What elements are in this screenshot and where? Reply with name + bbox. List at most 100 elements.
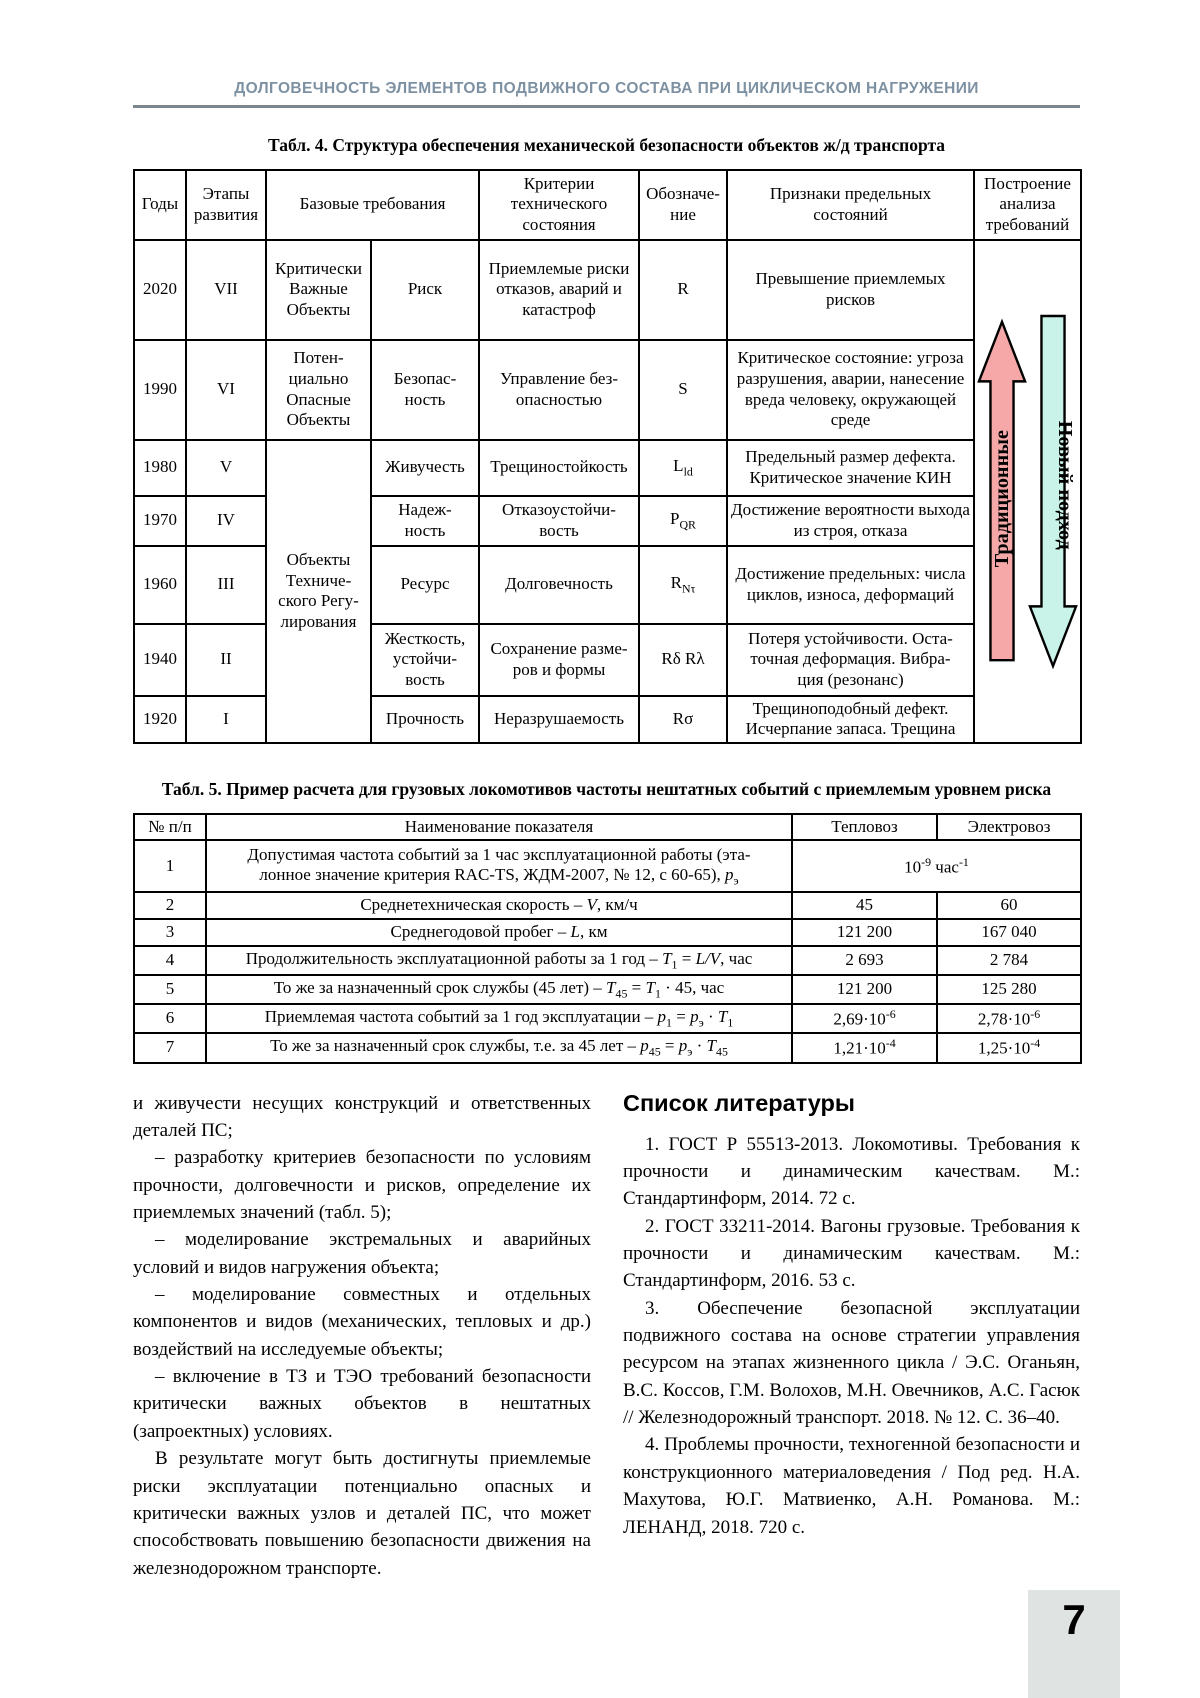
signs-cell: Потеря устойчивости. Оста-точная деформа… [726, 622, 975, 697]
symbol-cell: Rδ Rλ [638, 622, 728, 697]
table5-row: 2 Среднетехническая скорость – V, км/ч 4… [133, 891, 1082, 921]
table4-header-analysis: Построение анализа требований [973, 168, 1082, 241]
table5-header-name: Наименование показателя [205, 812, 793, 842]
indicator-name-cell: Приемлемая частота событий за 1 год эксп… [205, 1002, 793, 1035]
table4-row-1980: 1980 V Объекты Техниче-ского Регу-лирован… [133, 438, 1081, 745]
indicator-name-cell: Среднетехническая скорость – V, км/ч [205, 891, 793, 921]
table5-header-row: № п/п Наименование показателя Тепловоз Э… [133, 812, 1082, 842]
requirement-cell: Ресурс [370, 544, 480, 625]
stage-cell: IV [185, 494, 267, 547]
criterion-cell: Управление без-опасностью [478, 338, 640, 441]
requirement-cell: Прочность [370, 694, 480, 745]
year-cell: 2020 [133, 238, 187, 341]
electric-value-cell: 167 040 [936, 918, 1082, 947]
indicator-name-cell: Допустимая частота событий за 1 час эксп… [205, 839, 793, 894]
row-num-cell: 1 [133, 839, 207, 894]
symbol-cell: Rσ [638, 694, 728, 745]
criterion-cell: Приемлемые риски отказов, аварий и катас… [478, 238, 640, 341]
requirement-cell: Живучесть [370, 438, 480, 497]
stage-cell: I [185, 694, 267, 745]
row-num-cell: 3 [133, 918, 207, 947]
stage-cell: III [185, 544, 267, 625]
symbol-cell: R [638, 238, 728, 341]
arrows-wrap: Традиционные Новый подход [975, 307, 1080, 675]
diesel-value-cell: 1,21·10-4 [791, 1032, 938, 1064]
signs-cell: Предельный размер дефекта. Критическое з… [726, 438, 975, 497]
symbol-cell: Lld [638, 438, 728, 497]
symbol-cell: S [638, 338, 728, 441]
literature-heading: Список литературы [623, 1089, 855, 1116]
paragraph: – моделирование совместных и отдельных к… [133, 1284, 591, 1360]
stage-cell: V [185, 438, 267, 497]
table4-header-base-requirements: Базовые требования [265, 168, 480, 241]
merged-value-cell: 10-9 час-1 [791, 839, 1082, 894]
table4-row-1960: 1960 III Ресурс Долговечность RNτ Достиж… [133, 544, 1081, 625]
page-number: 7 [1062, 1596, 1086, 1643]
table5-title: Табл. 5. Пример расчета для грузовых лок… [161, 779, 1052, 800]
electric-value-cell: 1,25·10-4 [936, 1032, 1082, 1064]
paragraph: – моделирование экстремальных и аварийны… [133, 1229, 591, 1278]
diesel-value-cell: 121 200 [791, 973, 938, 1005]
requirement-cell: Безопас-ность [370, 338, 480, 441]
table4-header-signs: Признаки предельных состояний [726, 168, 975, 241]
indicator-name-cell: Среднегодовой пробег – L, км [205, 918, 793, 947]
diesel-value-cell: 2 693 [791, 944, 938, 976]
year-cell: 1980 [133, 438, 187, 497]
criterion-cell: Отказоустойчи-вость [478, 494, 640, 547]
traditional-up-arrow: Традиционные [977, 318, 1027, 662]
table5-header-diesel: Тепловоз [791, 812, 938, 842]
header-rule [133, 105, 1080, 108]
stage-cell: VII [185, 238, 267, 341]
year-cell: 1960 [133, 544, 187, 625]
journal-page: { "header": { "journal_title": "ДОЛГОВЕЧ… [0, 80, 1200, 1698]
requirement-cell: Жесткость, устойчи-вость [370, 622, 480, 697]
left-text-column: и живучести несущих конструкций и ответс… [133, 1090, 591, 1582]
signs-cell: Достижение вероятности выхода из строя, … [726, 494, 975, 547]
electric-value-cell: 2,78·10-6 [936, 1002, 1082, 1035]
criterion-cell: Долговечность [478, 544, 640, 625]
table5-row: 4 Продолжительность эксплуатационной раб… [133, 944, 1082, 976]
diesel-value-cell: 2,69·10-6 [791, 1002, 938, 1035]
indicator-name-cell: То же за назначенный срок службы (45 лет… [205, 973, 793, 1005]
two-column-text: и живучести несущих конструкций и ответс… [133, 1090, 1080, 1582]
row-num-cell: 2 [133, 891, 207, 921]
new-approach-arrow-label: Новый подход [1054, 421, 1076, 550]
table4-row-1970: 1970 IV Надеж-ность Отказоустойчи-вость … [133, 494, 1081, 547]
row-num-cell: 5 [133, 973, 207, 1005]
table4: Годы Этапы развития Базовые требования К… [133, 168, 1082, 745]
signs-cell: Критическое состояние: угроза разрушения… [726, 338, 975, 441]
criterion-cell: Сохранение разме-ров и формы [478, 622, 640, 697]
stage-cell: VI [185, 338, 267, 441]
year-cell: 1940 [133, 622, 187, 697]
criterion-cell: Неразрушаемость [478, 694, 640, 745]
table4-header-designation: Обозначе-ние [638, 168, 728, 241]
table4-header-row: Годы Этапы развития Базовые требования К… [133, 168, 1082, 241]
table4-row-1920: 1920 I Прочность Неразрушаемость Rσ Трещ… [133, 694, 1081, 745]
paragraph: и живучести несущих конструкций и ответс… [133, 1092, 591, 1141]
table4-header-years: Годы [133, 168, 187, 241]
table5-header-num: № п/п [133, 812, 207, 842]
new-approach-down-arrow: Новый подход [1028, 315, 1078, 670]
year-cell: 1990 [133, 338, 187, 441]
paragraph: – разработку критериев безопасности по у… [133, 1147, 591, 1223]
table5-row: 7 То же за назначенный срок службы, т.е.… [133, 1032, 1082, 1064]
symbol-cell: RNτ [638, 544, 728, 625]
symbol-cell: PQR [638, 494, 728, 547]
journal-running-title: ДОЛГОВЕЧНОСТЬ ЭЛЕМЕНТОВ ПОДВИЖНОГО СОСТА… [234, 80, 979, 97]
indicator-name-cell: То же за назначенный срок службы, т.е. з… [205, 1032, 793, 1064]
criterion-cell: Трещиностойкость [478, 438, 640, 497]
requirement-cell: Надеж-ность [370, 494, 480, 547]
table5-row: 5 То же за назначенный срок службы (45 л… [133, 973, 1082, 1005]
diesel-value-cell: 121 200 [791, 918, 938, 947]
row-num-cell: 4 [133, 944, 207, 976]
reference-item: 1. ГОСТ Р 55513-2013. Локомотивы. Требов… [623, 1133, 1080, 1210]
reference-item: 3. Обеспечение безопасной эксплуатации п… [623, 1297, 1080, 1429]
right-text-column: Список литературы 1. ГОСТ Р 55513-2013. … [623, 1090, 1080, 1582]
traditional-arrow-label: Традиционные [991, 430, 1013, 567]
table4-header-criteria: Критерии технического состояния [478, 168, 640, 241]
table4-header-stages: Этапы развития [185, 168, 267, 241]
analysis-arrows-cell: Традиционные Новый подход [973, 238, 1082, 745]
year-cell: 1920 [133, 694, 187, 745]
electric-value-cell: 2 784 [936, 944, 1082, 976]
electric-value-cell: 125 280 [936, 973, 1082, 1005]
